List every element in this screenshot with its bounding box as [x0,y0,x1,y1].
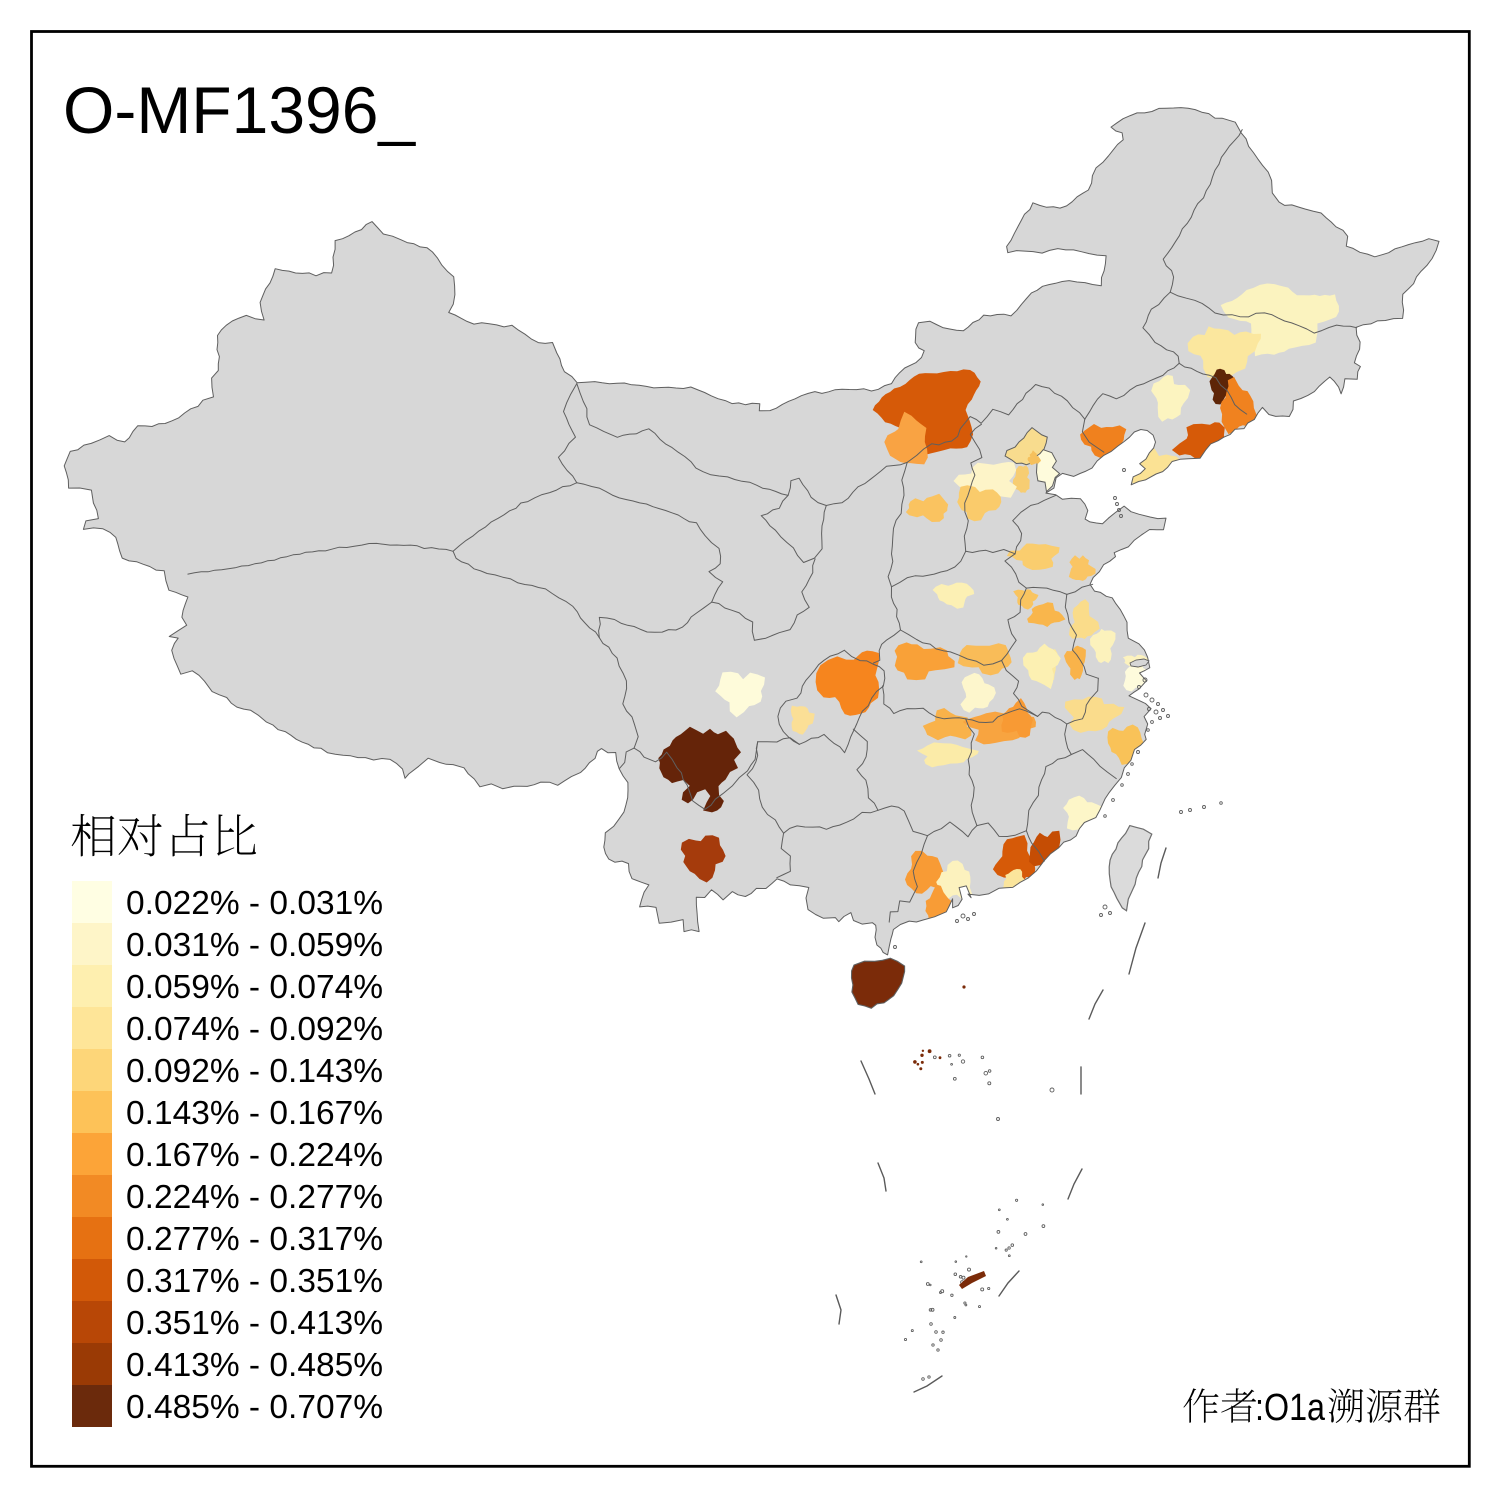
svg-text:0.092% - 0.143%: 0.092% - 0.143% [126,1053,383,1090]
svg-text:O-MF1396_: O-MF1396_ [63,73,416,147]
svg-text:0.143% - 0.167%: 0.143% - 0.167% [126,1095,383,1132]
svg-text:0.167% - 0.224%: 0.167% - 0.224% [126,1137,383,1174]
svg-text:0.277% - 0.317%: 0.277% - 0.317% [126,1221,383,1258]
svg-text::O1a: :O1a [1255,1387,1326,1429]
svg-text:0.351% - 0.413%: 0.351% - 0.413% [126,1305,383,1342]
svg-text:0.074% - 0.092%: 0.074% - 0.092% [126,1011,383,1048]
svg-text:0.022% - 0.031%: 0.022% - 0.031% [126,885,383,922]
svg-text:0.059% - 0.074%: 0.059% - 0.074% [126,969,383,1006]
svg-text:0.485% - 0.707%: 0.485% - 0.707% [126,1389,383,1426]
svg-text:0.413% - 0.485%: 0.413% - 0.485% [126,1347,383,1384]
svg-text:0.224% - 0.277%: 0.224% - 0.277% [126,1179,383,1216]
svg-text:0.031% - 0.059%: 0.031% - 0.059% [126,927,383,964]
svg-text:0.317% - 0.351%: 0.317% - 0.351% [126,1263,383,1300]
